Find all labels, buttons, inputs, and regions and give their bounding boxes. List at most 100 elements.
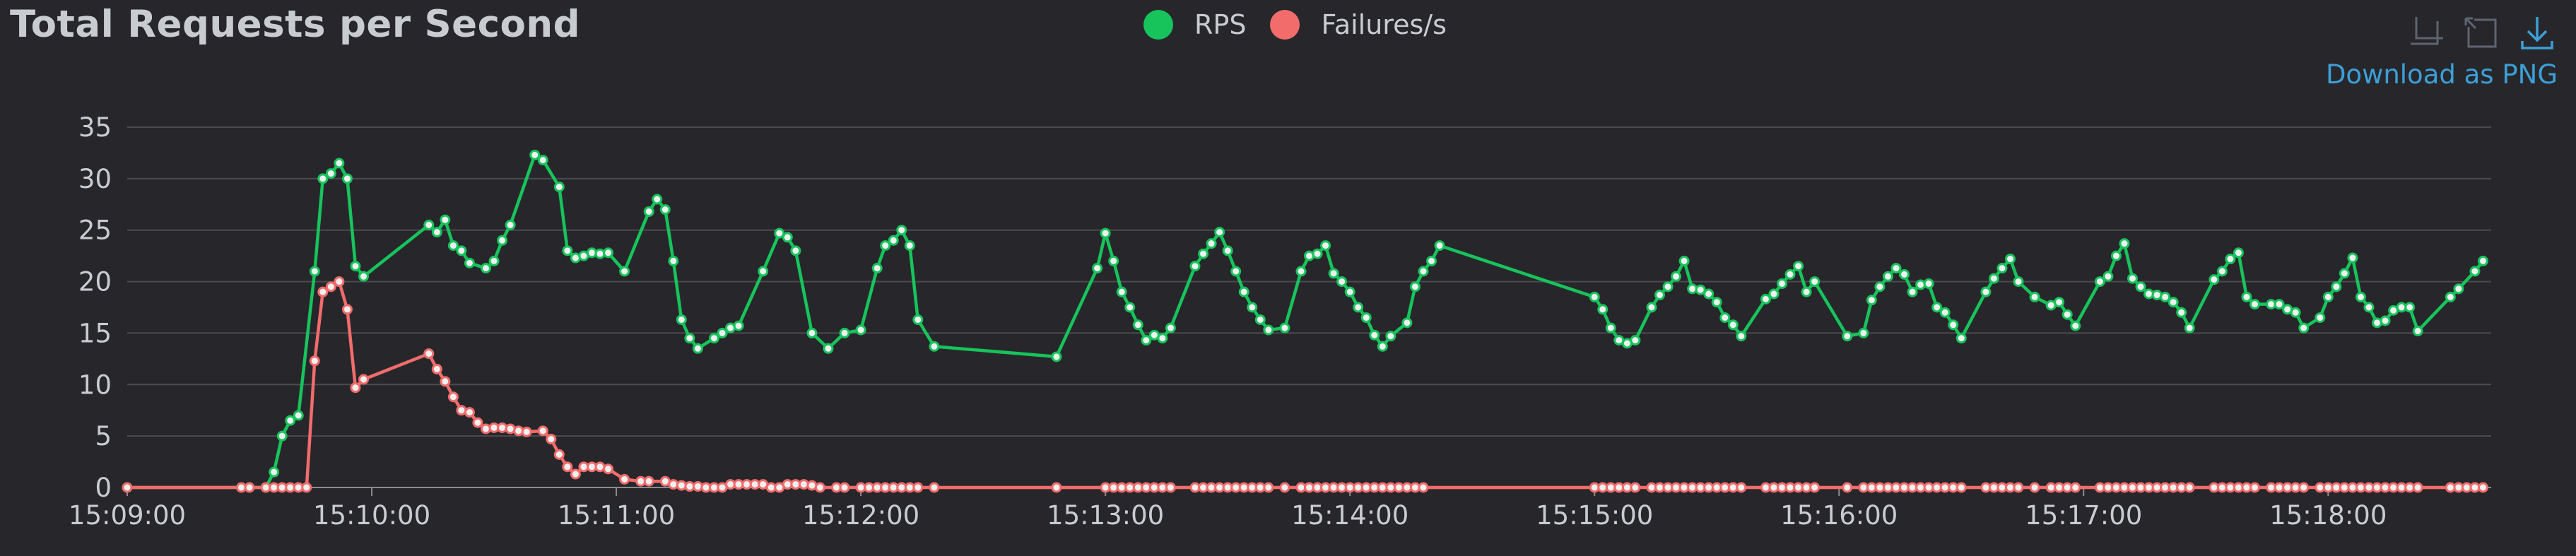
zoom-reset-icon[interactable]	[2462, 13, 2503, 54]
legend-marker-failures	[1270, 10, 1300, 40]
data-point-rps	[782, 232, 793, 243]
data-point-rps	[929, 341, 940, 352]
x-tick-label: 15:13:00	[1047, 500, 1164, 531]
data-point-rps	[603, 247, 614, 259]
data-point-rps	[643, 206, 654, 217]
data-point-rps	[2160, 291, 2171, 302]
data-point-rps	[1320, 240, 1331, 252]
data-point-rps	[1418, 266, 1429, 277]
data-point-rps	[1662, 281, 1674, 292]
data-point-rps	[1842, 331, 1853, 342]
data-point-rps	[888, 235, 899, 246]
legend-label-failures: Failures/s	[1321, 9, 1447, 40]
data-point-rps	[1206, 238, 1217, 249]
chart-title: Total Requests per Second	[10, 3, 581, 46]
data-point-rps	[1931, 302, 1943, 313]
data-point-rps	[2013, 276, 2024, 288]
x-tick-label: 15:15:00	[1536, 500, 1653, 531]
data-point-rps	[2445, 291, 2456, 302]
data-point-failures-s	[464, 407, 475, 418]
legend-label-rps: RPS	[1194, 9, 1247, 40]
y-tick-label: 20	[78, 267, 112, 297]
data-point-rps	[1247, 302, 1258, 313]
data-point-rps	[2184, 322, 2195, 333]
data-point-rps	[1605, 322, 1616, 333]
data-point-rps	[341, 173, 353, 184]
data-point-rps	[2135, 281, 2146, 292]
data-point-rps	[2176, 307, 2187, 318]
data-point-failures-s	[2477, 482, 2488, 493]
data-point-rps	[1409, 281, 1421, 292]
data-point-rps	[2249, 299, 2260, 310]
data-point-failures-s	[537, 425, 548, 437]
download-icon[interactable]	[2517, 13, 2558, 54]
data-point-rps	[1671, 271, 1682, 282]
zoom-icon[interactable]	[2406, 13, 2447, 54]
data-point-rps	[1336, 276, 1348, 288]
data-point-rps	[529, 149, 541, 160]
x-tick-label: 15:17:00	[2025, 500, 2142, 531]
data-point-failures-s	[570, 468, 581, 480]
y-tick-label: 15	[78, 318, 112, 348]
data-point-rps	[1344, 286, 1355, 297]
data-point-failures-s	[1842, 482, 1853, 493]
data-point-failures-s	[447, 391, 459, 403]
data-point-rps	[1124, 302, 1136, 313]
data-point-rps	[1678, 255, 1690, 266]
data-point-failures-s	[912, 482, 924, 493]
data-point-failures-s	[2013, 482, 2024, 493]
data-point-rps	[2110, 250, 2122, 261]
data-point-rps	[309, 266, 320, 277]
data-point-rps	[2054, 297, 2065, 308]
data-point-rps	[1426, 255, 1437, 266]
data-point-rps	[464, 257, 475, 268]
data-point-rps	[350, 261, 361, 272]
data-point-rps	[1353, 302, 1364, 313]
data-point-rps	[2274, 299, 2285, 310]
data-point-rps	[1132, 319, 1143, 331]
data-point-rps	[823, 343, 834, 354]
data-point-rps	[904, 240, 915, 252]
data-point-rps	[276, 430, 288, 442]
data-point-rps	[1377, 341, 1388, 352]
data-point-failures-s	[440, 376, 451, 387]
data-point-rps	[774, 227, 785, 239]
data-point-rps	[2233, 247, 2244, 259]
data-point-rps	[1157, 333, 1168, 344]
data-point-rps	[1189, 261, 1201, 272]
data-point-rps	[684, 333, 695, 344]
data-point-failures-s	[472, 417, 483, 428]
data-point-rps	[2209, 274, 2220, 285]
legend-item-failures[interactable]: Failures/s	[1270, 9, 1447, 40]
legend-item-rps[interactable]: RPS	[1143, 9, 1246, 40]
data-point-rps	[1882, 271, 1893, 282]
data-point-failures-s	[341, 304, 353, 315]
data-point-rps	[537, 155, 548, 166]
y-tick-label: 10	[78, 369, 112, 400]
data-point-failures-s	[1051, 482, 1062, 493]
data-point-rps	[1295, 266, 1307, 277]
data-point-rps	[269, 466, 280, 478]
data-point-failures-s	[2070, 482, 2081, 493]
data-point-failures-s	[358, 374, 369, 385]
data-point-rps	[1100, 227, 1111, 239]
data-point-rps	[2453, 283, 2464, 295]
data-point-rps	[1858, 327, 1869, 338]
data-point-failures-s	[309, 355, 320, 367]
grid-lines	[127, 126, 2491, 437]
data-point-rps	[1360, 312, 1372, 324]
data-point-rps	[1801, 286, 1812, 297]
data-point-rps	[717, 327, 728, 338]
data-point-rps	[1214, 227, 1225, 238]
x-tick-label: 15:12:00	[802, 500, 919, 531]
data-point-rps	[447, 240, 459, 252]
data-point-rps	[1654, 290, 1665, 301]
y-tick-label: 35	[78, 112, 112, 143]
data-point-rps	[668, 255, 679, 266]
data-point-rps	[2412, 326, 2423, 337]
data-point-rps	[1165, 322, 1176, 333]
data-point-rps	[2062, 309, 2073, 320]
download-as-png-link[interactable]: Download as PNG	[2325, 59, 2558, 90]
data-point-rps	[1923, 278, 1934, 289]
